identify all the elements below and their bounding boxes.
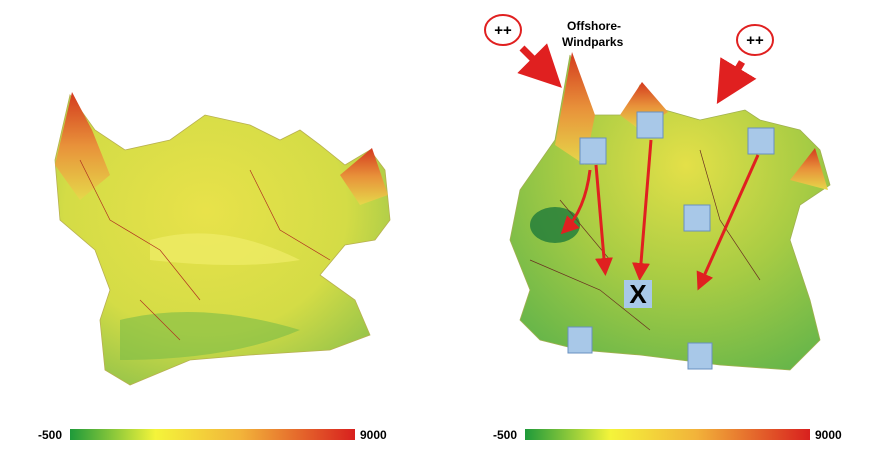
center-mark: X — [629, 279, 647, 309]
colorbar-max: 9000 — [815, 428, 842, 442]
left-map — [55, 92, 390, 385]
colorbar-min: -500 — [38, 428, 62, 442]
arrow — [522, 48, 552, 78]
marker: ++ — [494, 22, 512, 39]
figure: ++ ++ Offshore- Windparks X -500 9000 — [0, 0, 870, 444]
colorbar — [70, 429, 355, 440]
label: Windparks — [562, 35, 624, 49]
colorbar-min: -500 — [493, 428, 517, 442]
colorbar-max: 9000 — [360, 428, 387, 442]
colorbar-right: -500 9000 — [493, 428, 842, 442]
colorbar-left: -500 9000 — [38, 428, 387, 442]
marker: ++ — [746, 32, 764, 49]
arrow — [724, 62, 742, 92]
label: Offshore- — [567, 19, 621, 33]
colorbar — [525, 429, 810, 440]
right-map — [510, 52, 830, 370]
